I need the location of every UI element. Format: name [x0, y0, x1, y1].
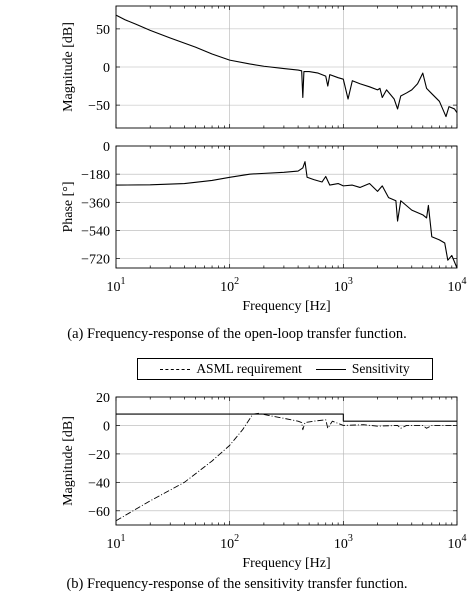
y-axis-label: Phase [°]	[61, 181, 76, 232]
y-tick-label: −50	[88, 99, 110, 114]
legend-swatch-requirement	[160, 368, 191, 370]
legend: ASML requirement Sensitivity	[137, 358, 433, 380]
open-loop-phase-plot: 0 −180 −360 −540 −720 Phase [°] 101 102 103 104 Fr…	[61, 140, 467, 314]
x-tick-label: 102	[220, 276, 239, 295]
x-tick-label: 104	[448, 533, 467, 552]
series-line	[116, 412, 457, 522]
y-axis-label: Magnitude [dB]	[61, 416, 76, 506]
x-tick-label: 103	[334, 533, 353, 552]
legend-label-requirement: ASML requirement	[196, 361, 302, 376]
y-tick-label: −360	[81, 196, 110, 211]
legend-item-sensitivity: Sensitivity	[315, 361, 410, 377]
x-tick-label: 102	[220, 533, 239, 552]
y-tick-label: −20	[88, 448, 110, 463]
y-tick-label: 0	[103, 61, 110, 76]
y-tick-label: 50	[96, 23, 110, 38]
legend-item-requirement: ASML requirement	[160, 361, 302, 377]
y-tick-label: −180	[81, 168, 110, 183]
y-axis-label: Magnitude [dB]	[61, 22, 76, 112]
plot-frame	[115, 396, 458, 526]
x-tick-label: 101	[107, 533, 126, 552]
x-axis-label: Frequency [Hz]	[242, 299, 330, 314]
y-tick-label: −60	[88, 505, 110, 520]
x-tick-label: 104	[448, 276, 467, 295]
y-tick-label: −40	[88, 476, 110, 491]
legend-label-sensitivity: Sensitivity	[351, 361, 410, 376]
series-line	[116, 14, 457, 118]
caption-open-loop: (a) Frequency-response of the open-loop …	[67, 326, 407, 342]
x-axis-label: Frequency [Hz]	[242, 556, 330, 571]
plot-frame	[115, 5, 458, 129]
y-tick-label: 0	[103, 419, 110, 434]
open-loop-magnitude-plot: 50 0 −50 Magnitude [dB]	[61, 5, 458, 129]
legend-swatch-sensitivity	[315, 368, 346, 370]
sensitivity-plot: 20 0 −20 −40 −60 Magnitude [dB] 101 102 103 104 Fr…	[61, 391, 467, 571]
series-line	[116, 161, 457, 268]
series-line	[116, 413, 457, 422]
y-tick-label: 0	[103, 140, 110, 155]
x-tick-label: 103	[334, 276, 353, 295]
y-tick-label: 20	[96, 391, 110, 406]
x-tick-label: 101	[107, 276, 126, 295]
y-tick-label: −720	[81, 253, 110, 268]
plot-frame	[115, 145, 458, 269]
caption-sensitivity: (b) Frequency-response of the sensitivit…	[66, 576, 408, 592]
y-tick-label: −540	[81, 224, 110, 239]
